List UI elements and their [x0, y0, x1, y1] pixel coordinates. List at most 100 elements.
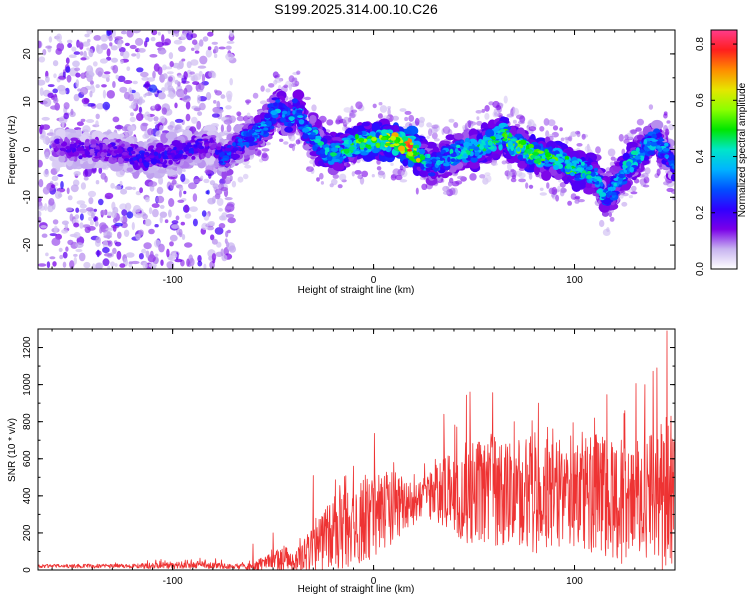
spectrogram-cell — [218, 46, 226, 50]
spectrogram-cell — [354, 170, 362, 175]
spectrogram-cell — [343, 157, 349, 163]
spectrogram-cell — [228, 245, 237, 253]
spectrogram-cell — [408, 114, 415, 122]
spectrogram-cell — [79, 203, 87, 209]
spectrogram-cell — [70, 184, 79, 193]
spectrogram-cell — [201, 73, 206, 83]
spectrogram-cell — [207, 197, 216, 205]
spectrogram-cell — [559, 127, 563, 132]
spectrogram-cell — [518, 172, 526, 179]
spectrogram-cell — [227, 229, 231, 234]
spectrogram-cell — [225, 105, 232, 110]
spectrogram-cell — [62, 251, 68, 259]
spectrogram-cell — [92, 61, 98, 67]
spectrogram-cell — [142, 262, 148, 269]
spectrogram-cell — [157, 169, 167, 174]
spectrogram-cell — [107, 211, 113, 217]
spectrogram-cell — [246, 100, 250, 105]
spectrogram-cell — [50, 184, 56, 189]
spectrogram-cell — [214, 193, 221, 200]
spectrogram-cell — [126, 211, 134, 219]
spectrogram-cell — [128, 261, 133, 265]
spectrogram-cell — [186, 61, 192, 69]
spectrogram-cell — [142, 213, 148, 220]
spectrogram-cell — [38, 79, 46, 86]
spectrogram-cell — [277, 74, 281, 78]
spectrogram-cell — [84, 33, 90, 38]
spectrogram-marks — [38, 30, 675, 269]
spectrogram-cell — [156, 186, 164, 195]
spectrogram-cell — [421, 183, 428, 190]
spectrogram-cell — [112, 224, 117, 232]
spectrogram-cell — [67, 195, 73, 201]
spectrogram-cell — [225, 53, 235, 61]
spectrogram-cell — [65, 207, 73, 212]
spectrogram-cell — [585, 182, 592, 189]
spectrogram-cell — [246, 112, 251, 118]
spectrogram-cell — [165, 131, 178, 140]
spectrogram-cell — [164, 219, 169, 224]
spectrogram-cell — [61, 229, 69, 234]
spectrogram-cell — [79, 51, 84, 56]
spectrogram-cell — [132, 186, 136, 191]
spectrogram-cell — [599, 219, 605, 228]
spectrogram-cell — [377, 113, 383, 119]
spectrogram-cell — [161, 107, 167, 115]
spectrogram-cell — [59, 40, 63, 44]
spectrogram-cell — [38, 159, 43, 168]
spectrogram-cell — [38, 40, 42, 49]
spectrogram-cell — [88, 216, 93, 221]
spectrogram-cell — [663, 181, 670, 186]
spectrogram-cell — [80, 163, 89, 169]
spectrogram-cell — [512, 119, 517, 124]
spectrogram-cell — [127, 93, 135, 102]
spectrogram-cell — [201, 222, 209, 230]
spectrogram-cell — [65, 57, 70, 64]
spectrogram-cell — [40, 225, 47, 229]
spectrogram-cell — [164, 66, 173, 70]
spectrogram-cell — [104, 192, 114, 200]
spectrogram-cell — [225, 90, 233, 100]
spectrogram-cell — [39, 126, 43, 135]
spectrogram-cell — [283, 84, 289, 89]
spectrogram-cell — [231, 180, 237, 188]
spectrogram-cell — [135, 233, 141, 240]
spectrogram-cell — [158, 176, 164, 185]
spectrogram-cell — [183, 71, 188, 80]
spectrogram-cell — [38, 196, 42, 203]
spectrogram-cell — [74, 127, 82, 131]
spectrogram-cell — [148, 207, 153, 215]
spectrogram-cell — [95, 180, 100, 185]
spectrogram-cell — [63, 112, 69, 120]
spectrogram-cell — [128, 87, 133, 95]
spectrogram-cell — [106, 90, 116, 99]
spectrogram-cell — [342, 116, 350, 125]
spectrogram-cell — [174, 258, 183, 263]
spectrogram-cell — [87, 38, 91, 43]
spectrogram-cell — [41, 124, 51, 130]
spectrogram-cell — [619, 192, 624, 199]
spectrogram-cell — [144, 111, 151, 121]
spectrogram-cell — [168, 198, 175, 207]
spectrogram-cell — [123, 80, 133, 84]
spectrogram-cell — [138, 106, 142, 114]
spectrogram-cell — [168, 76, 173, 82]
spectrogram-cell — [44, 151, 50, 160]
spectrogram-cell — [103, 235, 112, 239]
spectrogram-cell — [124, 202, 132, 211]
spectrogram-cell — [211, 238, 218, 245]
spectrogram-cell — [102, 89, 106, 99]
spectrogram-cell — [202, 36, 209, 42]
spectrogram-cell — [399, 108, 407, 112]
spectrogram-cell — [119, 86, 128, 93]
spectrogram-cell — [156, 90, 163, 94]
spectrogram-cell — [111, 210, 117, 219]
spectrogram-cell — [174, 79, 179, 85]
spectrogram-cell — [59, 254, 64, 260]
spectrogram-cell — [103, 71, 111, 75]
spectrogram-cell — [442, 185, 450, 192]
spectrogram-cell — [220, 248, 225, 257]
spectrogram-cell — [95, 262, 104, 269]
spectrogram-cell — [75, 129, 83, 135]
spectrogram-cell — [191, 47, 195, 51]
